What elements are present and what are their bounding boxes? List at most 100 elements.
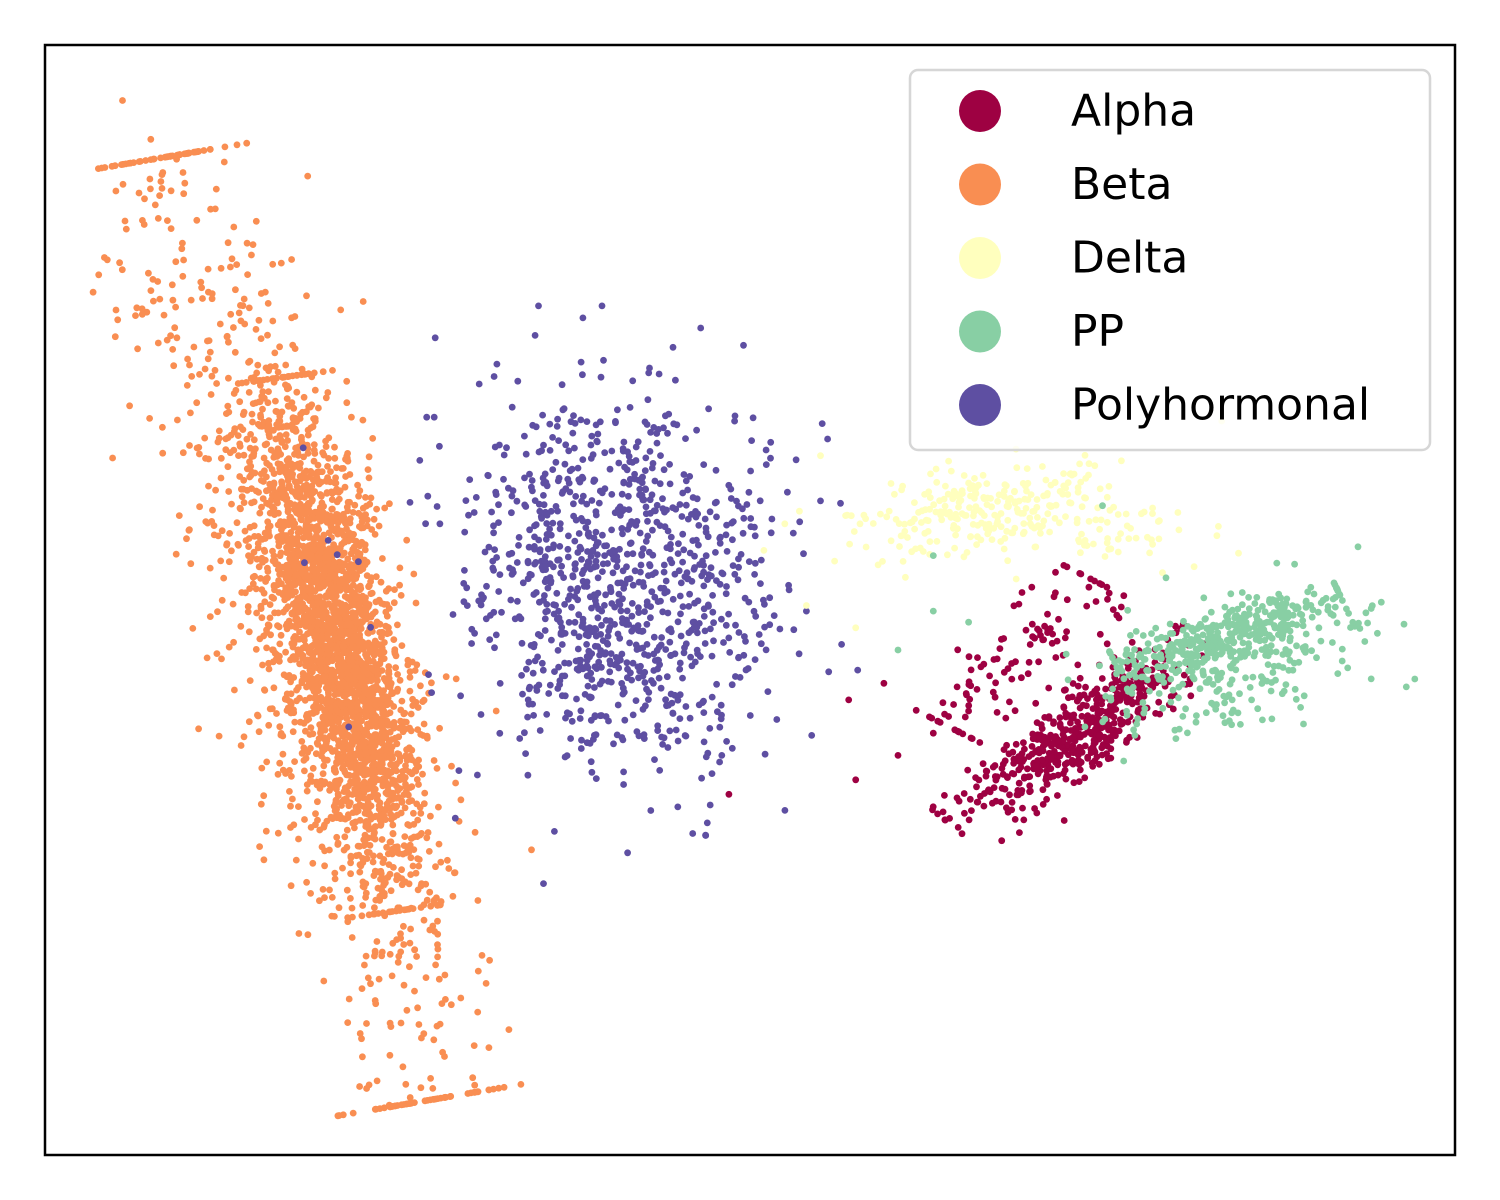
data-point [598,489,606,497]
data-point [927,470,934,478]
data-point [329,815,336,822]
data-point [514,597,521,605]
data-point [343,843,351,851]
data-point [579,314,587,322]
data-point [225,558,233,566]
data-point [383,800,391,808]
data-point [318,572,326,579]
data-point [361,546,369,554]
data-point [1149,540,1156,548]
data-point [424,829,432,836]
data-point [620,506,628,513]
data-point [309,602,317,610]
data-point [228,547,235,555]
data-point [693,426,700,434]
data-point [556,543,564,550]
data-point [925,488,933,496]
data-point [647,614,654,622]
data-point [709,592,716,599]
data-point [307,551,315,559]
data-point [286,482,293,490]
data-point [208,295,216,303]
data-point [190,343,198,351]
data-point [972,503,980,511]
data-point [372,643,380,651]
data-point [370,696,378,703]
data-point [727,495,735,502]
data-point [303,711,311,718]
data-point [414,1004,421,1012]
data-point [328,894,336,901]
data-point [654,727,662,734]
data-point [556,525,564,533]
data-point [471,629,478,637]
data-point [669,595,677,603]
data-point [402,780,409,788]
data-point [200,147,208,154]
data-point [417,809,425,817]
data-point [598,621,605,629]
data-point [961,809,968,817]
data-point [287,882,295,890]
data-point [272,397,279,405]
data-point [369,610,377,618]
data-point [1085,517,1093,525]
data-point [302,727,309,735]
data-point [338,672,346,679]
data-point [435,803,442,811]
data-point [642,702,649,710]
data-point [1000,545,1008,553]
data-point [349,913,356,921]
data-point [599,560,607,568]
data-point [936,497,943,505]
data-point [1159,569,1166,577]
data-point [653,518,661,526]
data-point [1124,718,1132,726]
data-point [485,1086,493,1094]
data-point [378,690,386,698]
data-point [379,725,386,733]
data-point [980,495,988,502]
data-point [286,788,293,795]
data-point [331,544,339,552]
data-point [740,651,748,659]
data-point [285,521,292,529]
data-point [315,514,322,521]
data-point [224,463,232,471]
data-point [341,561,349,569]
data-point [552,458,560,466]
data-point [747,515,755,522]
data-point [393,876,400,884]
data-point [667,545,674,553]
data-point [546,420,554,428]
data-point [615,590,623,598]
data-point [540,479,548,487]
data-point [638,491,646,499]
data-point [350,612,358,620]
data-point [645,548,653,556]
data-point [172,258,180,266]
data-point [202,455,209,462]
data-point [230,638,238,646]
data-point [757,580,764,587]
data-point [279,531,287,539]
data-point [761,623,768,631]
data-point [330,683,337,691]
data-point [493,554,500,561]
data-point [133,304,141,312]
data-point [601,449,609,457]
data-point [180,256,188,264]
data-point [676,501,684,508]
data-point [361,803,369,811]
data-point [642,454,650,462]
data-point [1047,481,1055,489]
data-point [196,503,204,511]
data-point [265,665,273,673]
data-point [308,488,316,496]
data-point [500,451,508,459]
data-point [625,492,632,500]
data-point [170,362,178,370]
data-point [461,567,468,574]
data-point [587,716,595,724]
data-point [742,666,750,674]
